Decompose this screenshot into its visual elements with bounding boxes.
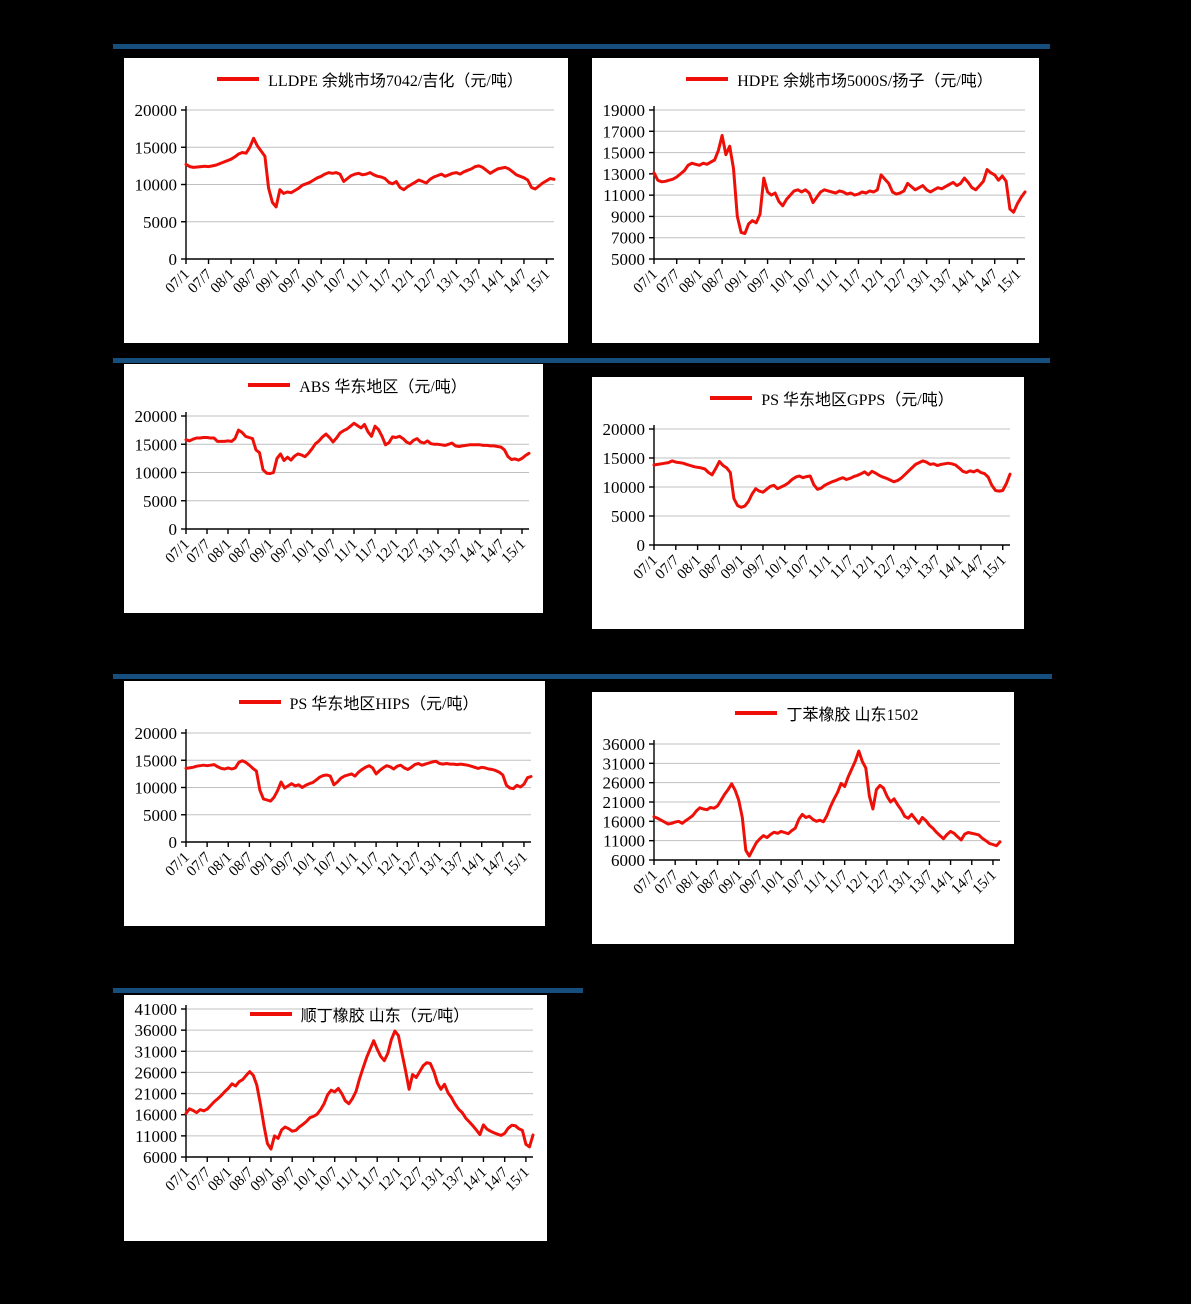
svg-text:15/1: 15/1 — [994, 267, 1024, 297]
chart-panel-lldpe: LLDPE 余姚市场7042/吉化（元/吨） 0 5000 10000 15000 20… — [124, 58, 568, 343]
legend-label-sbr: 丁苯橡胶 山东1502 — [786, 707, 919, 724]
plot-area-abs: 0 5000 10000 15000 20000 07/1 07/7 08/1 08/7 09/1… — [124, 406, 543, 613]
chart-panel-gpps: PS 华东地区GPPS（元/吨） 0 5000 10000 15000 20000 07/… — [592, 377, 1024, 629]
svg-text:20000: 20000 — [603, 420, 646, 439]
svg-text:36000: 36000 — [135, 1021, 178, 1040]
svg-text:0: 0 — [637, 536, 646, 555]
legend-line-icon — [686, 77, 729, 81]
svg-text:15000: 15000 — [135, 435, 178, 454]
legend-gpps: PS 华东地区GPPS（元/吨） — [592, 377, 1024, 419]
svg-text:20000: 20000 — [135, 101, 178, 120]
svg-text:13000: 13000 — [603, 165, 646, 184]
chart-panel-abs: ABS 华东地区（元/吨） 0 5000 10000 15000 20000 07/1 07… — [124, 364, 543, 613]
chart-panel-sbr: 丁苯橡胶 山东1502 6000 11000 16000 21000 26000 3100… — [592, 692, 1014, 944]
section-divider-3 — [113, 674, 1052, 679]
legend-lldpe: LLDPE 余姚市场7042/吉化（元/吨） — [124, 58, 568, 100]
section-divider-4 — [113, 988, 583, 993]
legend-line-icon — [217, 77, 260, 81]
plot-area-gpps: 0 5000 10000 15000 20000 07/1 07/7 08/1 08/7 09/1… — [592, 419, 1024, 629]
legend-hips: PS 华东地区HIPS（元/吨） — [124, 681, 545, 723]
svg-text:5000: 5000 — [611, 250, 645, 269]
legend-label-abs: ABS 华东地区（元/吨） — [299, 379, 467, 396]
legend-abs: ABS 华东地区（元/吨） — [124, 364, 543, 406]
chart-panel-br: 顺丁橡胶 山东（元/吨） 6000 11000 16000 21000 26000 310… — [124, 995, 547, 1241]
svg-text:17000: 17000 — [603, 122, 646, 141]
legend-line-icon — [249, 1012, 292, 1016]
section-divider-1 — [113, 44, 1050, 49]
svg-text:11000: 11000 — [603, 832, 645, 851]
svg-text:5000: 5000 — [611, 507, 645, 526]
plot-area-lldpe: 0 5000 10000 15000 20000 07/1 07/7 08/1 08/7 09/1… — [124, 100, 568, 343]
svg-text:20000: 20000 — [135, 407, 178, 426]
legend-label-hips: PS 华东地区HIPS（元/吨） — [289, 696, 479, 713]
svg-text:15/1: 15/1 — [970, 868, 1000, 898]
svg-text:5000: 5000 — [143, 806, 177, 825]
legend-line-icon — [248, 383, 291, 387]
legend-sbr: 丁苯橡胶 山东1502 — [592, 692, 1014, 734]
svg-text:10000: 10000 — [135, 779, 178, 798]
chart-panel-hips: PS 华东地区HIPS（元/吨） 0 5000 10000 15000 20000 07/… — [124, 681, 545, 926]
svg-text:15/1: 15/1 — [501, 850, 531, 880]
legend-hdpe: HDPE 余姚市场5000S/扬子（元/吨） — [592, 58, 1039, 100]
legend-line-icon — [238, 700, 281, 704]
legend-label-gpps: PS 华东地区GPPS（元/吨） — [761, 392, 954, 409]
plot-area-hdpe: 5000 7000 9000 11000 13000 15000 17000 19000 07/… — [592, 100, 1039, 343]
svg-text:0: 0 — [169, 520, 178, 539]
svg-text:10000: 10000 — [135, 464, 178, 483]
svg-text:0: 0 — [169, 833, 178, 852]
svg-text:9000: 9000 — [611, 207, 645, 226]
svg-text:31000: 31000 — [603, 754, 646, 773]
svg-text:6000: 6000 — [611, 851, 645, 870]
svg-text:15000: 15000 — [135, 751, 178, 770]
svg-text:6000: 6000 — [143, 1148, 177, 1167]
svg-text:16000: 16000 — [603, 812, 646, 831]
svg-text:21000: 21000 — [135, 1085, 178, 1104]
svg-text:10000: 10000 — [135, 176, 178, 195]
svg-text:0: 0 — [169, 250, 178, 269]
svg-text:5000: 5000 — [143, 213, 177, 232]
svg-text:26000: 26000 — [135, 1063, 178, 1082]
svg-text:20000: 20000 — [135, 724, 178, 743]
plot-area-hips: 0 5000 10000 15000 20000 07/1 07/7 08/1 08/7 09/1… — [124, 723, 545, 926]
legend-label-hdpe: HDPE 余姚市场5000S/扬子（元/吨） — [737, 73, 993, 90]
svg-text:21000: 21000 — [603, 793, 646, 812]
svg-text:15/1: 15/1 — [523, 267, 553, 297]
legend-br: 顺丁橡胶 山东（元/吨） — [124, 1001, 547, 1027]
svg-text:36000: 36000 — [603, 735, 646, 754]
svg-text:41000: 41000 — [135, 1000, 178, 1019]
section-divider-2 — [113, 358, 1050, 363]
svg-text:5000: 5000 — [143, 492, 177, 511]
svg-text:10000: 10000 — [603, 478, 646, 497]
svg-text:19000: 19000 — [603, 101, 646, 120]
plot-area-sbr: 6000 11000 16000 21000 26000 31000 36000 07/1 07… — [592, 734, 1014, 944]
svg-text:11000: 11000 — [135, 1127, 177, 1146]
svg-text:15/1: 15/1 — [499, 537, 529, 567]
legend-line-icon — [735, 711, 778, 715]
legend-label-br: 顺丁橡胶 山东（元/吨） — [300, 1008, 470, 1025]
chart-panel-hdpe: HDPE 余姚市场5000S/扬子（元/吨） 5000 7000 9000 11000… — [592, 58, 1039, 343]
svg-text:15/1: 15/1 — [979, 553, 1009, 583]
plot-area-br: 6000 11000 16000 21000 26000 31000 36000 41000 0… — [124, 999, 547, 1241]
svg-text:26000: 26000 — [603, 774, 646, 793]
svg-text:15000: 15000 — [603, 144, 646, 163]
svg-text:31000: 31000 — [135, 1042, 178, 1061]
svg-text:15000: 15000 — [135, 138, 178, 157]
svg-text:15/1: 15/1 — [503, 1165, 533, 1195]
legend-label-lldpe: LLDPE 余姚市场7042/吉化（元/吨） — [268, 73, 523, 90]
svg-text:16000: 16000 — [135, 1106, 178, 1125]
svg-text:15000: 15000 — [603, 449, 646, 468]
svg-text:11000: 11000 — [603, 186, 645, 205]
svg-text:7000: 7000 — [611, 229, 645, 248]
legend-line-icon — [710, 396, 753, 400]
